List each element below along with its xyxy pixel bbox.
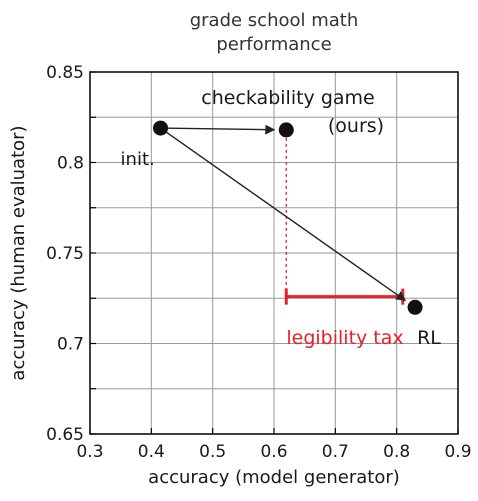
data-point (278, 122, 294, 138)
chart-title-line-1: grade school math (189, 10, 359, 31)
x-tick-label: 0.7 (322, 442, 349, 462)
data-points (153, 120, 423, 315)
arrow (160, 127, 407, 301)
point-label-checkability-line-2: (ours) (328, 115, 384, 137)
arrows (160, 124, 407, 301)
y-tick-label: 0.65 (46, 425, 84, 445)
y-tick-label: 0.85 (46, 63, 84, 83)
legibility-tax-label: legibility tax (286, 327, 403, 349)
x-tick-label: 0.5 (199, 442, 226, 462)
axis-ticks: 0.3 0.4 0.5 0.6 0.7 0.8 0.9 0.65 0.7 0.75 0.8 0.85 (46, 63, 471, 462)
arrow (160, 124, 276, 135)
x-tick-label: 0.9 (444, 442, 471, 462)
x-tick-label: 0.3 (76, 442, 103, 462)
point-label-rl: RL (417, 327, 441, 349)
y-axis-label: accuracy (human evaluator) (8, 125, 29, 380)
data-point (153, 120, 169, 136)
chart-title-line-2: performance (216, 34, 332, 55)
x-axis-label: accuracy (model generator) (148, 467, 400, 488)
point-label-checkability-line-1: checkability game (201, 87, 374, 109)
legibility-tax-annotation: legibility tax (284, 137, 405, 349)
point-labels: init. checkability game (ours) RL (121, 87, 442, 349)
y-tick-label: 0.8 (57, 154, 84, 174)
point-label-init: init. (121, 149, 155, 170)
axis-labels: accuracy (model generator) accuracy (huma… (8, 125, 400, 488)
grid-lines (89, 71, 459, 435)
x-tick-label: 0.8 (383, 442, 410, 462)
y-tick-label: 0.75 (46, 244, 84, 264)
x-tick-label: 0.4 (138, 442, 165, 462)
x-tick-label: 0.6 (260, 442, 287, 462)
y-tick-label: 0.7 (57, 335, 84, 355)
data-point (407, 299, 423, 315)
